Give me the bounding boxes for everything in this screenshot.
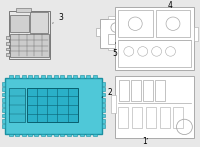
Bar (15, 134, 19, 136)
Bar (118, 107, 128, 128)
Bar (15, 75, 19, 78)
Bar (41, 75, 45, 78)
Bar (115, 76, 194, 138)
Bar (80, 75, 84, 78)
Text: 2: 2 (102, 88, 113, 97)
Bar (6, 36, 10, 39)
Bar (73, 134, 77, 136)
Bar (10, 34, 49, 57)
Text: 3: 3 (53, 14, 63, 23)
Bar (5, 78, 102, 134)
Bar (108, 34, 122, 44)
Bar (54, 75, 58, 78)
Bar (67, 134, 71, 136)
Bar (102, 124, 105, 128)
Bar (30, 12, 48, 33)
Bar (80, 134, 84, 136)
Bar (22, 75, 26, 78)
Bar (102, 98, 105, 102)
Bar (132, 29, 136, 36)
Bar (47, 75, 51, 78)
Bar (96, 29, 100, 36)
Bar (2, 103, 5, 107)
Bar (102, 119, 105, 123)
Bar (6, 48, 10, 50)
Bar (115, 7, 194, 70)
Bar (119, 80, 129, 101)
Bar (102, 82, 105, 86)
Bar (2, 108, 5, 112)
Bar (16, 8, 31, 12)
Bar (118, 10, 153, 37)
Bar (108, 48, 122, 50)
Text: 5: 5 (112, 43, 117, 58)
Bar (100, 19, 132, 48)
Bar (108, 16, 122, 19)
Bar (102, 113, 105, 117)
Bar (132, 107, 142, 128)
Text: 1: 1 (143, 137, 148, 146)
Bar (34, 134, 38, 136)
Bar (67, 75, 71, 78)
Bar (60, 75, 64, 78)
Bar (2, 113, 5, 117)
Bar (86, 75, 90, 78)
Bar (60, 134, 64, 136)
Bar (160, 107, 170, 128)
Bar (155, 80, 165, 101)
Bar (146, 107, 156, 128)
Bar (111, 95, 116, 113)
Text: 4: 4 (168, 1, 172, 10)
Bar (73, 75, 77, 78)
Bar (173, 107, 183, 128)
Bar (102, 92, 105, 96)
Bar (2, 92, 5, 96)
Bar (93, 134, 97, 136)
Bar (9, 75, 13, 78)
Bar (143, 80, 153, 101)
Bar (10, 15, 29, 32)
Bar (47, 134, 51, 136)
Bar (2, 82, 5, 86)
Bar (6, 53, 10, 56)
Bar (102, 103, 105, 107)
Bar (86, 134, 90, 136)
Bar (118, 40, 191, 67)
Bar (102, 87, 105, 91)
Bar (2, 87, 5, 91)
Bar (34, 75, 38, 78)
Bar (28, 75, 32, 78)
Bar (2, 124, 5, 128)
Bar (131, 80, 141, 101)
Bar (156, 10, 190, 37)
Bar (41, 134, 45, 136)
Bar (194, 27, 198, 41)
Bar (54, 134, 58, 136)
Bar (93, 75, 97, 78)
Bar (9, 134, 13, 136)
Bar (2, 98, 5, 102)
Bar (2, 119, 5, 123)
Bar (6, 42, 10, 45)
Bar (28, 134, 32, 136)
Bar (9, 88, 25, 122)
Bar (22, 134, 26, 136)
Bar (102, 108, 105, 112)
Bar (27, 88, 78, 122)
